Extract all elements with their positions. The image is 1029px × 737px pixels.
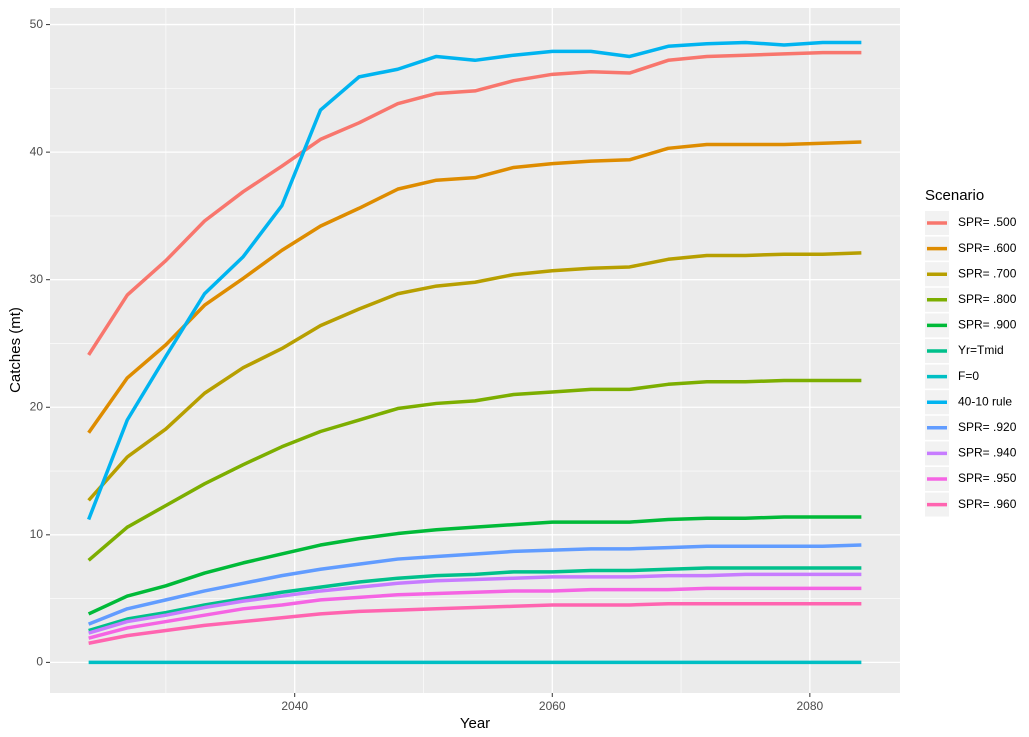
series-line bbox=[87, 515, 862, 616]
y-tick-label: 30 bbox=[30, 272, 44, 286]
lines bbox=[87, 40, 862, 665]
y-tick-label: 40 bbox=[30, 144, 44, 158]
legend-label: SPR= .900 bbox=[958, 318, 1017, 332]
series-line bbox=[88, 586, 862, 640]
series-line bbox=[88, 566, 862, 633]
legend-label: SPR= .600 bbox=[958, 241, 1017, 255]
legend-label: F=0 bbox=[958, 369, 979, 383]
x-tick-label: 2040 bbox=[281, 699, 308, 713]
y-tick-label: 0 bbox=[36, 655, 43, 669]
legend-label: Yr=Tmid bbox=[958, 343, 1004, 357]
x-axis-title: Year bbox=[460, 715, 490, 732]
legend-label: SPR= .950 bbox=[958, 471, 1017, 485]
series-line bbox=[87, 140, 862, 434]
legend-label: SPR= .920 bbox=[958, 420, 1017, 434]
series-line bbox=[87, 40, 862, 521]
y-tick-label: 10 bbox=[30, 527, 44, 541]
legend-title: Scenario bbox=[925, 187, 984, 204]
series-line bbox=[88, 601, 862, 645]
legend: Scenario SPR= .500 SPR= .600 SPR= .700 SPR=… bbox=[925, 187, 1017, 517]
legend-label: 40-10 rule bbox=[958, 394, 1012, 408]
legend-label: SPR= .960 bbox=[958, 497, 1017, 511]
legend-label: SPR= .500 bbox=[958, 215, 1017, 229]
axes: 2040 2060 2080 0 10 20 30 40 50 bbox=[30, 17, 824, 713]
plot-panel bbox=[50, 8, 900, 693]
y-tick-label: 20 bbox=[30, 399, 44, 413]
legend-label: SPR= .700 bbox=[958, 266, 1017, 280]
series-line bbox=[87, 543, 862, 626]
y-axis-title: Catches (mt) bbox=[7, 307, 24, 393]
series-line bbox=[87, 251, 862, 502]
x-tick-label: 2060 bbox=[539, 699, 566, 713]
y-tick-label: 50 bbox=[30, 17, 44, 31]
x-tick-label: 2080 bbox=[796, 699, 823, 713]
legend-label: SPR= .940 bbox=[958, 446, 1017, 460]
legend-label: SPR= .800 bbox=[958, 292, 1017, 306]
series-line bbox=[87, 50, 862, 356]
series-line bbox=[88, 572, 862, 635]
series-line bbox=[87, 378, 862, 562]
